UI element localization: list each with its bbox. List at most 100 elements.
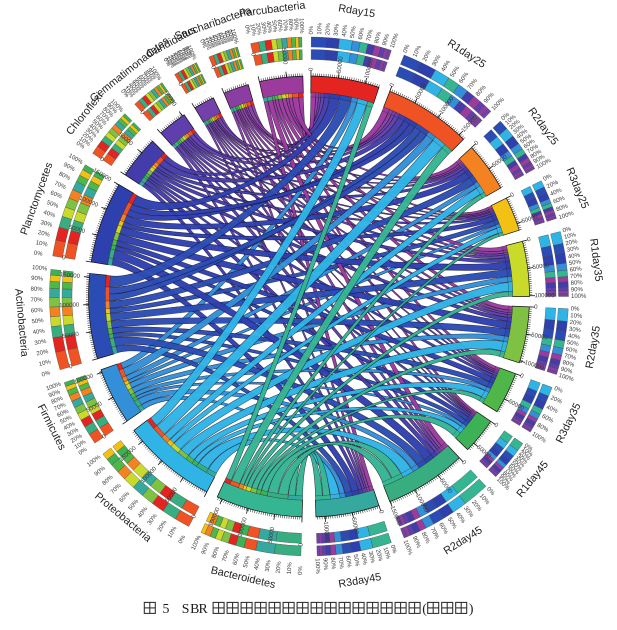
svg-text:50000: 50000	[521, 214, 539, 225]
svg-text:0: 0	[527, 237, 532, 244]
svg-text:50%: 50%	[31, 318, 44, 325]
svg-text:20%: 20%	[565, 239, 579, 247]
svg-text:20%: 20%	[569, 320, 582, 327]
svg-text:50000: 50000	[350, 517, 359, 535]
svg-text:20%: 20%	[325, 22, 332, 35]
svg-text:10%: 10%	[381, 547, 390, 561]
svg-text:100000: 100000	[59, 303, 80, 310]
svg-text:60%: 60%	[56, 408, 70, 419]
svg-text:90%: 90%	[31, 276, 44, 283]
svg-text:80%: 80%	[223, 30, 232, 44]
svg-text:0: 0	[299, 542, 305, 546]
svg-text:60%: 60%	[358, 27, 366, 41]
svg-text:40%: 40%	[32, 329, 45, 337]
svg-text:40%: 40%	[210, 34, 220, 48]
svg-text:0: 0	[249, 52, 256, 57]
svg-text:90%: 90%	[226, 29, 235, 43]
svg-text:60%: 60%	[565, 347, 579, 355]
svg-text:0: 0	[309, 67, 315, 71]
svg-text:0%: 0%	[41, 370, 52, 378]
svg-text:70%: 70%	[53, 181, 67, 192]
svg-text:80%: 80%	[571, 280, 584, 287]
svg-text:70%: 70%	[570, 273, 583, 280]
svg-text:50%: 50%	[350, 25, 358, 38]
svg-text:50%: 50%	[213, 33, 223, 47]
svg-text:10%: 10%	[164, 56, 176, 70]
svg-text:100%: 100%	[32, 265, 49, 273]
svg-text:30%: 30%	[367, 551, 376, 565]
svg-text:50%: 50%	[569, 259, 582, 267]
svg-text:20%: 20%	[70, 433, 84, 445]
svg-text:0: 0	[377, 510, 384, 516]
svg-text:20%: 20%	[276, 560, 283, 573]
svg-text:0: 0	[99, 156, 106, 163]
svg-text:60%: 60%	[49, 190, 63, 200]
svg-text:0%: 0%	[198, 39, 207, 50]
svg-text:50%: 50%	[352, 554, 360, 568]
svg-text:60%: 60%	[437, 522, 449, 536]
svg-text:40%: 40%	[42, 210, 56, 220]
svg-text:100%: 100%	[45, 381, 62, 392]
svg-text:100%: 100%	[390, 32, 401, 49]
svg-text:100000: 100000	[524, 360, 546, 372]
svg-text:20%: 20%	[37, 230, 51, 239]
svg-text:0: 0	[510, 192, 516, 199]
svg-text:0%: 0%	[75, 141, 86, 151]
svg-text:): )	[469, 601, 474, 617]
svg-text:60%: 60%	[553, 195, 567, 205]
svg-text:100%: 100%	[314, 558, 320, 574]
svg-text:0: 0	[493, 422, 500, 429]
svg-text:50%: 50%	[60, 415, 74, 426]
svg-text:S: S	[182, 601, 190, 616]
svg-text:100%: 100%	[571, 294, 587, 300]
svg-text:70%: 70%	[219, 31, 229, 45]
svg-text:10%: 10%	[35, 240, 49, 248]
svg-text:100%: 100%	[402, 539, 413, 556]
svg-text:70%: 70%	[53, 402, 67, 413]
svg-text:90%: 90%	[533, 154, 547, 166]
svg-text:20%: 20%	[422, 49, 433, 63]
svg-text:80%: 80%	[530, 149, 544, 161]
svg-text:50000: 50000	[62, 332, 80, 341]
svg-text:0: 0	[519, 373, 525, 380]
svg-text:0%: 0%	[389, 544, 398, 555]
svg-text:20%: 20%	[36, 349, 50, 357]
svg-text:80%: 80%	[374, 30, 383, 44]
svg-text:0: 0	[69, 364, 75, 371]
svg-text:50%: 50%	[446, 517, 458, 531]
svg-text:0: 0	[474, 140, 481, 147]
svg-text:R: R	[199, 601, 209, 616]
svg-text:40%: 40%	[63, 421, 77, 432]
svg-text:100000: 100000	[534, 293, 555, 299]
svg-text:100%: 100%	[298, 18, 304, 34]
svg-text:10%: 10%	[167, 525, 179, 539]
svg-text:70%: 70%	[429, 527, 440, 541]
svg-text:40%: 40%	[171, 52, 182, 66]
svg-text:0%: 0%	[119, 89, 130, 100]
svg-text:0%: 0%	[178, 534, 188, 545]
svg-text:0%: 0%	[542, 173, 553, 183]
svg-text:0: 0	[389, 82, 396, 88]
svg-text:20%: 20%	[166, 54, 178, 68]
svg-text:0%: 0%	[298, 565, 304, 575]
svg-text:40%: 40%	[568, 253, 581, 261]
svg-text:30%: 30%	[265, 559, 273, 572]
svg-text:70%: 70%	[178, 48, 189, 62]
svg-text:0%: 0%	[571, 306, 581, 312]
svg-text:5: 5	[163, 601, 170, 616]
svg-text:0%: 0%	[78, 447, 89, 457]
svg-text:0%: 0%	[309, 25, 315, 34]
svg-text:50%: 50%	[173, 50, 184, 64]
svg-text:80%: 80%	[287, 18, 294, 31]
svg-text:60%: 60%	[216, 32, 226, 46]
svg-text:90%: 90%	[382, 33, 391, 47]
svg-text:70%: 70%	[30, 297, 43, 303]
svg-text:90%: 90%	[48, 389, 62, 399]
svg-text:20%: 20%	[204, 36, 214, 50]
svg-text:40%: 40%	[545, 405, 559, 416]
svg-text:50000: 50000	[532, 263, 550, 271]
svg-text:90%: 90%	[62, 162, 76, 173]
svg-text:30%: 30%	[431, 54, 442, 68]
svg-text:(: (	[422, 601, 427, 617]
svg-text:0%: 0%	[523, 443, 534, 453]
